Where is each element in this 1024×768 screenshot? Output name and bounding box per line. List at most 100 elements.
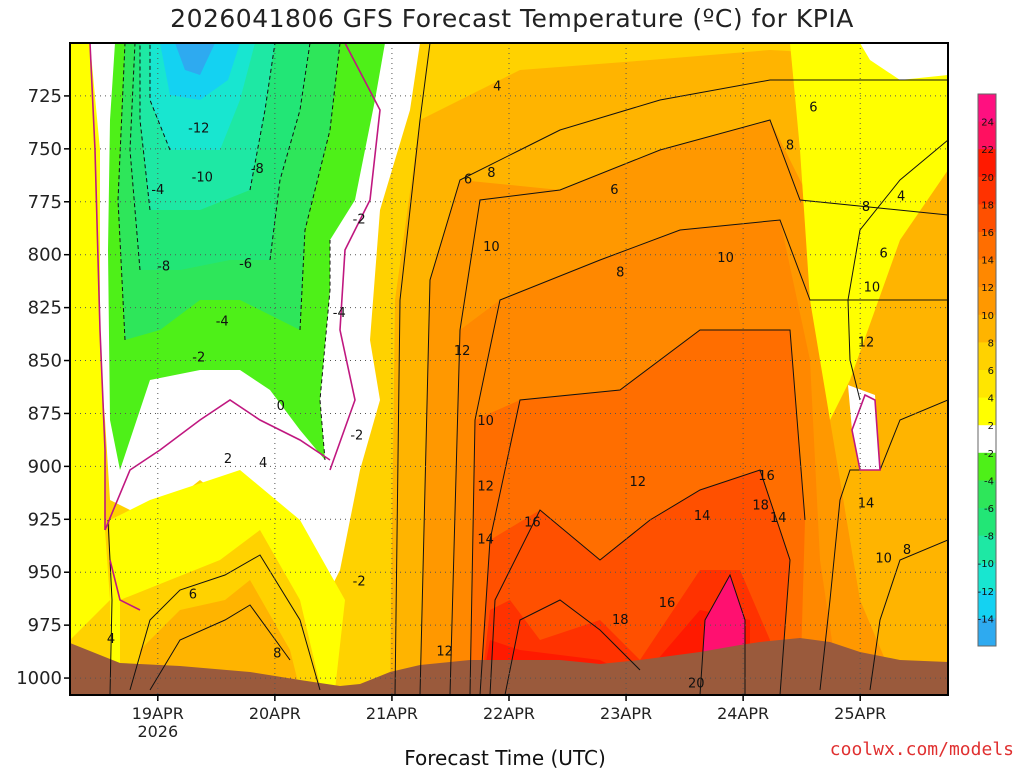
isotherm-label: -6 — [239, 257, 252, 272]
colorbar-swatch — [978, 287, 996, 316]
isotherm-label: 6 — [189, 587, 197, 602]
colorbar-swatch — [978, 232, 996, 261]
isotherm-label: -8 — [157, 259, 170, 274]
credit-link[interactable]: coolwx.com/models — [829, 739, 1014, 760]
isotherm-label: 8 — [273, 647, 281, 662]
colorbar-swatch — [978, 314, 996, 343]
y-tick-label: 975 — [28, 615, 62, 636]
colorbar-tick-label: 4 — [988, 394, 994, 405]
isotherm-contours — [107, 43, 948, 695]
isotherm-label: 16 — [524, 515, 541, 530]
colorbar-swatch — [978, 590, 996, 619]
colorbar-tick-label: -4 — [984, 476, 994, 487]
colorbar-swatch — [978, 618, 996, 647]
colorbar-tick-label: -8 — [984, 532, 994, 543]
isotherm-label: 10 — [717, 251, 734, 266]
isotherm-label: 14 — [477, 532, 494, 547]
x-tick-label: 22APR — [483, 704, 535, 723]
isotherm-label: 12 — [436, 645, 453, 660]
colorbar-border — [977, 93, 997, 647]
y-tick-label: 900 — [28, 456, 62, 477]
isotherm-label: 18 — [612, 613, 629, 628]
colorbar-tick-label: 2 — [988, 421, 994, 432]
colorbar-tick-label: -6 — [984, 504, 994, 515]
colorbar-tick-label: 20 — [981, 173, 994, 184]
isotherm-label: 6 — [879, 247, 887, 262]
colorbar-swatch — [978, 397, 996, 426]
isotherm-label: 16 — [659, 596, 676, 611]
cold-zone-12 — [175, 43, 215, 75]
isotherm-label: -2 — [192, 350, 205, 365]
colorbar-tick-label: 10 — [981, 311, 994, 322]
left-edge-warm — [70, 43, 110, 640]
colorbar-swatch — [978, 425, 996, 454]
isotherm-label: -12 — [188, 122, 209, 137]
y-tick-label: 950 — [28, 562, 62, 583]
colorbar-swatch — [978, 121, 996, 150]
terrain — [70, 638, 948, 695]
isotherm-label: 12 — [858, 335, 875, 350]
isotherm-label: -4 — [151, 183, 164, 198]
isotherm-label: 6 — [809, 101, 817, 116]
isotherm-label: 12 — [629, 475, 646, 490]
colorbar-tick-label: -10 — [978, 559, 994, 570]
isotherm-label: 10 — [477, 414, 494, 429]
colorbar-tick-label: -2 — [984, 449, 994, 460]
isotherm-label: 14 — [694, 509, 711, 524]
y-tick-label: 725 — [28, 86, 62, 107]
y-tick-label: 850 — [28, 351, 62, 372]
x-tick-label: 23APR — [600, 704, 652, 723]
isotherm-label: 8 — [903, 543, 911, 558]
y-tick-label: 875 — [28, 403, 62, 424]
x-tick-sublabel: 2026 — [137, 722, 178, 741]
colorbar-swatch — [978, 204, 996, 233]
isotherm-label: 14 — [770, 511, 787, 526]
isotherm-label: 10 — [875, 551, 892, 566]
isotherm-label: -10 — [192, 170, 213, 185]
y-tick-label: 775 — [28, 192, 62, 213]
colorbar-tick-label: 16 — [981, 228, 994, 239]
colorbar-swatch — [978, 535, 996, 564]
isotherm-label: -2 — [350, 429, 363, 444]
lower-left-warm-8 — [140, 580, 300, 690]
y-tick-label: 825 — [28, 298, 62, 319]
isotherm-label: 8 — [862, 200, 870, 215]
warm-right-white — [860, 43, 948, 80]
isotherm-label: 4 — [493, 79, 501, 94]
isotherm-label: 16 — [758, 469, 775, 484]
colorbar-tick-label: 12 — [981, 283, 994, 294]
isotherm-label: 8 — [487, 166, 495, 181]
colorbar-tick-label: 14 — [981, 256, 994, 267]
isotherm-label: 8 — [616, 266, 624, 281]
isotherm-label: 0 — [277, 399, 285, 414]
x-tick-label: 19APR — [132, 704, 184, 723]
colorbar-tick-label: -14 — [978, 614, 994, 625]
y-tick-label: 1000 — [16, 668, 62, 689]
colorbar-swatch — [978, 149, 996, 178]
y-axis: 725 750 775 800 825 850 875 900 925 950 975 1000 — [16, 86, 70, 689]
colorbar-swatch — [978, 259, 996, 288]
colorbar-swatch — [978, 370, 996, 399]
y-tick-label: 750 — [28, 139, 62, 160]
colorbar-swatch — [978, 480, 996, 509]
isotherm-label: 6 — [464, 172, 472, 187]
colorbar-swatch — [978, 94, 996, 123]
isotherm-label: -4 — [333, 306, 346, 321]
colorbar-tick-label: 22 — [981, 145, 994, 156]
colorbar-swatch — [978, 176, 996, 205]
isotherm-label: 4 — [107, 632, 115, 647]
colorbar-swatch — [978, 342, 996, 371]
x-tick-label: 25APR — [834, 704, 886, 723]
x-tick-label: 20APR — [249, 704, 301, 723]
cold-contours — [117, 43, 341, 461]
colorbar-tick-label: 6 — [988, 366, 994, 377]
chart-title: 2026041806 GFS Forecast Temperature (ºC)… — [170, 4, 854, 33]
colorbar-tick-label: 18 — [981, 200, 994, 211]
x-axis-label: Forecast Time (UTC) — [404, 746, 606, 768]
colorbar-swatch — [978, 508, 996, 537]
grid — [70, 43, 948, 695]
isotherm-label: -8 — [251, 162, 264, 177]
